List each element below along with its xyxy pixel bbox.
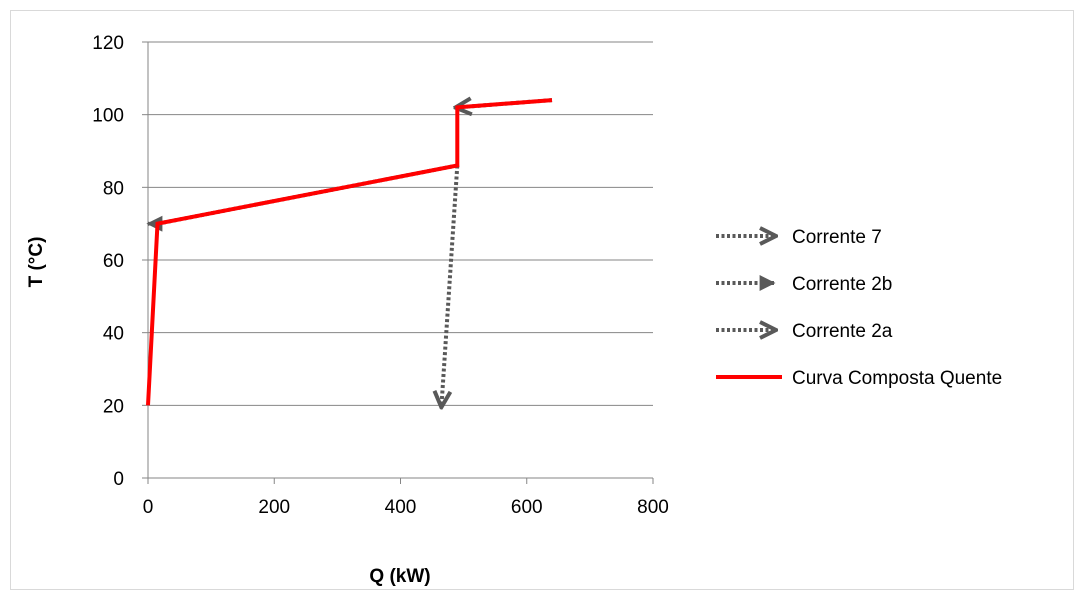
x-tick-label-800: 800	[637, 497, 669, 518]
grid-layer	[148, 41, 653, 406]
y-tick-label-0: 0	[113, 469, 124, 490]
y-tick-label-100: 100	[92, 106, 124, 127]
series-line-curva-composta-quente	[146, 98, 553, 406]
y-tick-label-80: 80	[103, 178, 124, 199]
x-tick-label-200: 200	[258, 497, 290, 518]
legend: Corrente 7 Corrente 2b Corrente 2a Curva Co…	[716, 227, 1002, 389]
legend-label-corrente-7: Corrente 7	[792, 227, 882, 248]
chart-frame	[10, 10, 1074, 590]
x-tick-label-600: 600	[511, 497, 543, 518]
series-layer	[146, 98, 553, 406]
y-tick-label-60: 60	[103, 251, 124, 272]
x-tick-label-400: 400	[385, 497, 417, 518]
y-tick-label-40: 40	[103, 324, 124, 345]
y-tick-label-20: 20	[103, 396, 124, 417]
legend-label-corrente-2b: Corrente 2b	[792, 274, 892, 295]
legend-label-corrente-2a: Corrente 2a	[792, 321, 893, 342]
x-axis-title: Q (kW)	[369, 566, 430, 587]
y-tick-label-120: 120	[92, 33, 124, 54]
x-tick-label-0: 0	[143, 497, 154, 518]
axes-layer: 0 20 40 60 80 100 120 0 200 400 600 800	[92, 33, 669, 518]
series-line-corrente-2a	[442, 165, 460, 406]
y-axis-title: T (°C)	[26, 237, 47, 288]
legend-label-curva-composta-quente: Curva Composta Quente	[792, 368, 1002, 389]
